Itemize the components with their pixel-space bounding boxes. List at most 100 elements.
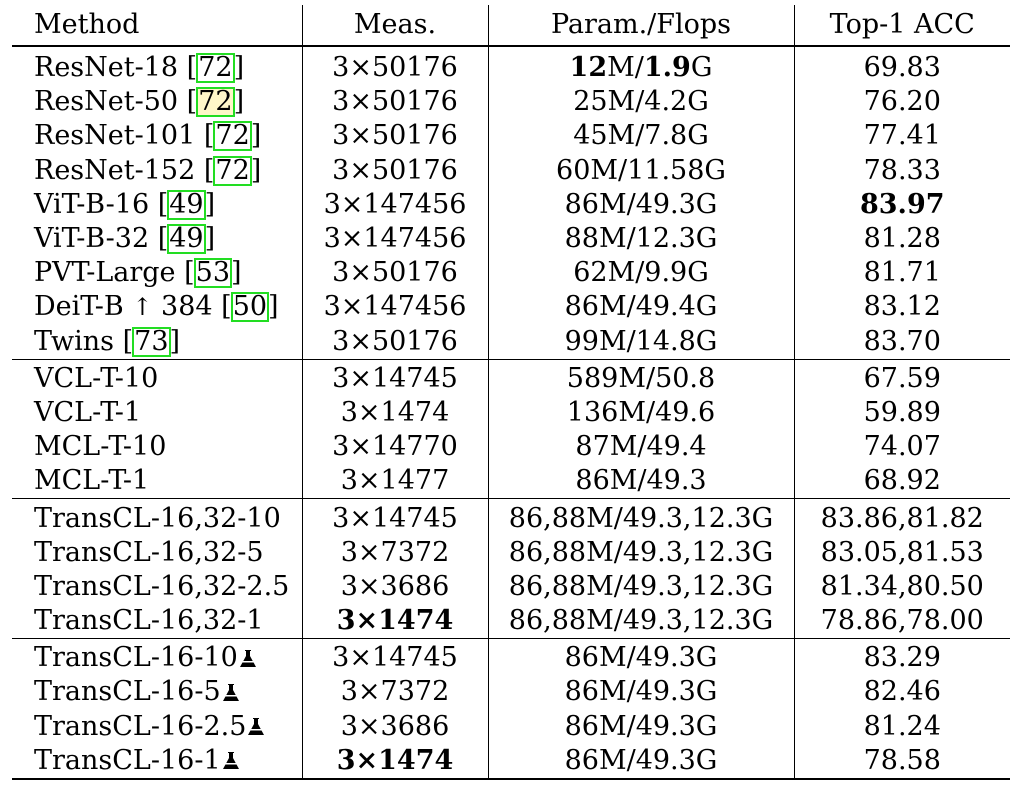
- acc-cell: 76.20: [793, 85, 1010, 120]
- param-cell: 86,88M/49.3,12.3G: [487, 498, 794, 536]
- citation-link[interactable]: 50: [230, 291, 270, 323]
- param-cell: 60M/11.58G: [487, 153, 794, 188]
- acc-cell: 68.92: [793, 464, 1010, 499]
- citation-link[interactable]: 72: [213, 120, 252, 152]
- meas-cell: 3×14745: [301, 358, 488, 396]
- table-row: DeiT-B ↑ 384 [50] 3×147456 86M/49.4G 83.…: [12, 290, 1010, 325]
- method-cell: MCL-T-10: [34, 431, 167, 463]
- method-cell: PVT-Large [53]: [34, 257, 242, 289]
- meas-cell: 3×7372: [301, 535, 488, 570]
- header-acc: Top-1 ACC: [793, 5, 1010, 47]
- acc-cell: 83.97: [793, 187, 1010, 222]
- param-cell: 86,88M/49.3,12.3G: [487, 535, 794, 570]
- citation-link[interactable]: 72: [196, 52, 235, 84]
- param-cell: 86,88M/49.3,12.3G: [487, 569, 794, 604]
- acc-cell: 59.89: [793, 395, 1010, 431]
- acc-cell: 81.24: [793, 709, 1010, 744]
- method-cell: TransCL-16,32-2.5: [34, 570, 290, 602]
- method-cell: ViT-B-16 [49]: [34, 188, 216, 220]
- param-cell: 86M/49.3G: [487, 638, 794, 676]
- param-cell: 25M/4.2G: [487, 85, 794, 120]
- method-cell: ResNet-101 [72]: [34, 120, 262, 152]
- acc-cell: 83.86,81.82: [793, 498, 1010, 536]
- meas-cell: 3×147456: [301, 290, 488, 325]
- table-row: TransCL-16-10 3×14745 86M/49.3G 83.29: [12, 638, 1010, 676]
- citation-link[interactable]: 72: [213, 154, 252, 186]
- method-cell: TransCL-16,32-10: [12, 498, 302, 536]
- table-row: TransCL-16,32-1 3×1474 86,88M/49.3,12.3G…: [12, 604, 1010, 639]
- meas-cell: 3×1474: [301, 743, 488, 780]
- param-cell: 62M/9.9G: [487, 256, 794, 291]
- method-cell: MCL-T-1: [34, 465, 150, 497]
- param-cell: 99M/14.8G: [487, 324, 794, 360]
- method-cell: TransCL-16,32-1: [34, 605, 264, 637]
- table-row: ViT-B-16 [49] 3×147456 86M/49.3G 83.97: [12, 187, 1010, 222]
- meas-cell: 3×7372: [301, 675, 488, 710]
- table-row: TransCL-16,32-2.5 3×3686 86,88M/49.3,12.…: [12, 569, 1010, 604]
- table-row: TransCL-16-5 3×7372 86M/49.3G 82.46: [12, 675, 1010, 710]
- param-cell: 45M/7.8G: [487, 119, 794, 154]
- method-cell: VCL-T-1: [34, 396, 142, 428]
- citation-link[interactable]: 72: [196, 86, 235, 118]
- param-cell: 88M/12.3G: [487, 221, 794, 257]
- table-row: VCL-T-10 3×14745 589M/50.8 67.59: [12, 358, 1010, 396]
- acc-cell: 81.71: [793, 256, 1010, 291]
- method-cell: DeiT-B ↑ 384 [50]: [34, 291, 279, 323]
- meas-cell: 3×3686: [301, 709, 488, 744]
- acc-cell: 69.83: [793, 46, 1010, 86]
- param-cell: 86M/49.3G: [487, 743, 794, 780]
- citation-link[interactable]: 49: [167, 223, 206, 255]
- param-cell: 86M/49.3G: [487, 675, 794, 710]
- table-row: TransCL-16,32-10 3×14745 86,88M/49.3,12.…: [12, 498, 1010, 536]
- param-cell: 136M/49.6: [487, 395, 794, 431]
- meas-cell: 3×14770: [301, 430, 488, 465]
- acc-cell: 67.59: [793, 358, 1010, 396]
- acc-cell: 81.28: [793, 221, 1010, 257]
- table-row: ResNet-18 [72] 3×50176 12M/1.9G 69.83: [12, 46, 1010, 86]
- meas-cell: 3×3686: [301, 569, 488, 604]
- up-arrow-icon: ↑: [132, 293, 153, 322]
- method-cell: VCL-T-10: [12, 358, 302, 396]
- flask-icon: [222, 683, 239, 701]
- param-cell: 86M/49.4G: [487, 290, 794, 325]
- meas-cell: 3×1474: [301, 395, 488, 431]
- table-row: MCL-T-10 3×14770 87M/49.4 74.07: [12, 430, 1010, 465]
- table-row: ResNet-152 [72] 3×50176 60M/11.58G 78.33: [12, 153, 1010, 188]
- table-row: TransCL-16-1 3×1474 86M/49.3G 78.58: [12, 743, 1010, 780]
- method-cell: TransCL-16-1: [12, 743, 302, 780]
- table-row: TransCL-16,32-5 3×7372 86,88M/49.3,12.3G…: [12, 535, 1010, 570]
- header-param: Param./Flops: [487, 5, 794, 47]
- citation-link[interactable]: 53: [193, 257, 233, 289]
- acc-cell: 83.12: [793, 290, 1010, 325]
- table-row: ResNet-101 [72] 3×50176 45M/7.8G 77.41: [12, 119, 1010, 154]
- param-cell: 86,88M/49.3,12.3G: [487, 604, 794, 639]
- citation-link[interactable]: 73: [132, 325, 171, 357]
- meas-cell: 3×147456: [301, 221, 488, 257]
- param-cell: 12M/1.9G: [487, 46, 794, 86]
- header-row: Method Meas. Param./Flops Top-1 ACC: [12, 5, 1010, 47]
- header-meas: Meas.: [301, 5, 488, 47]
- acc-cell: 78.58: [793, 743, 1010, 780]
- meas-cell: 3×1477: [301, 464, 488, 499]
- acc-cell: 81.34,80.50: [793, 569, 1010, 604]
- meas-cell: 3×1474: [301, 604, 488, 639]
- meas-cell: 3×50176: [301, 119, 488, 154]
- flask-icon: [239, 649, 256, 667]
- method-cell: Twins [73]: [34, 325, 181, 357]
- table-row: VCL-T-1 3×1474 136M/49.6 59.89: [12, 395, 1010, 431]
- acc-cell: 82.46: [793, 675, 1010, 710]
- table-row: ResNet-50 [72] 3×50176 25M/4.2G 76.20: [12, 85, 1010, 120]
- acc-cell: 78.86,78.00: [793, 604, 1010, 639]
- acc-cell: 74.07: [793, 430, 1010, 465]
- meas-cell: 3×50176: [301, 46, 488, 86]
- acc-cell: 78.33: [793, 153, 1010, 188]
- meas-cell: 3×50176: [301, 85, 488, 120]
- table-row: Twins [73] 3×50176 99M/14.8G 83.70: [12, 324, 1010, 360]
- table-row: TransCL-16-2.5 3×3686 86M/49.3G 81.24: [12, 709, 1010, 744]
- method-cell: TransCL-16-10: [12, 638, 302, 676]
- meas-cell: 3×50176: [301, 256, 488, 291]
- meas-cell: 3×14745: [301, 638, 488, 676]
- citation-link[interactable]: 49: [167, 188, 206, 220]
- meas-cell: 3×147456: [301, 187, 488, 222]
